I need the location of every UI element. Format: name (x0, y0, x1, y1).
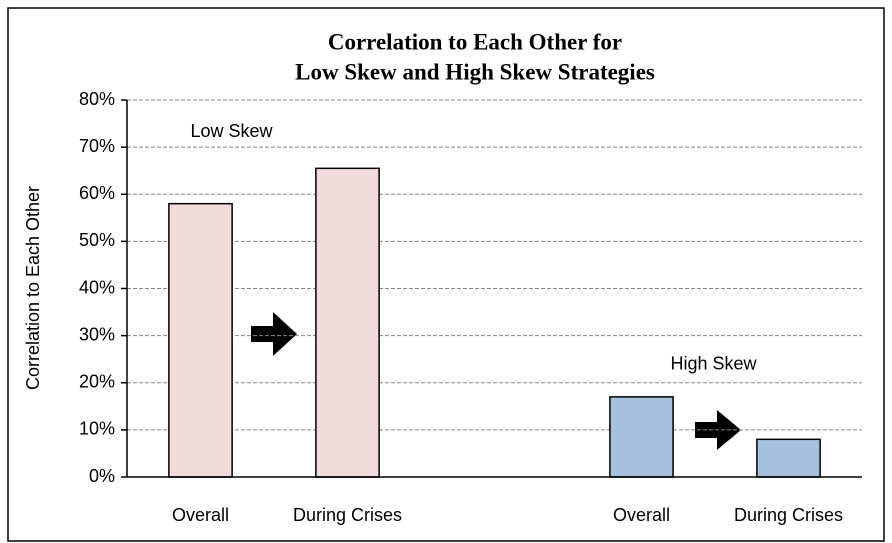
y-axis-label: Correlation to Each Other (23, 186, 43, 390)
bar (756, 438, 821, 478)
y-tick-label: 0% (89, 466, 115, 486)
chart-title: Low Skew and High Skew Strategies (295, 59, 655, 84)
x-tick-label: Overall (172, 505, 229, 525)
chart-frame (7, 7, 885, 542)
x-tick-label: During Crises (734, 505, 843, 525)
x-tick-label: During Crises (293, 505, 402, 525)
y-tick-label: 50% (79, 230, 115, 250)
bar (315, 167, 380, 478)
y-tick-label: 60% (79, 183, 115, 203)
y-tick-label: 30% (79, 324, 115, 344)
y-tick-label: 10% (79, 419, 115, 439)
series-label: High Skew (671, 354, 758, 374)
series-label: Low Skew (190, 121, 273, 141)
y-tick-label: 20% (79, 372, 115, 392)
chart-title: Correlation to Each Other for (328, 29, 622, 54)
bar (609, 396, 674, 478)
bar (168, 202, 233, 478)
arrow (251, 312, 297, 356)
x-tick-label: Overall (613, 505, 670, 525)
y-tick-label: 70% (79, 136, 115, 156)
y-tick-label: 80% (79, 89, 115, 109)
y-tick-label: 40% (79, 277, 115, 297)
